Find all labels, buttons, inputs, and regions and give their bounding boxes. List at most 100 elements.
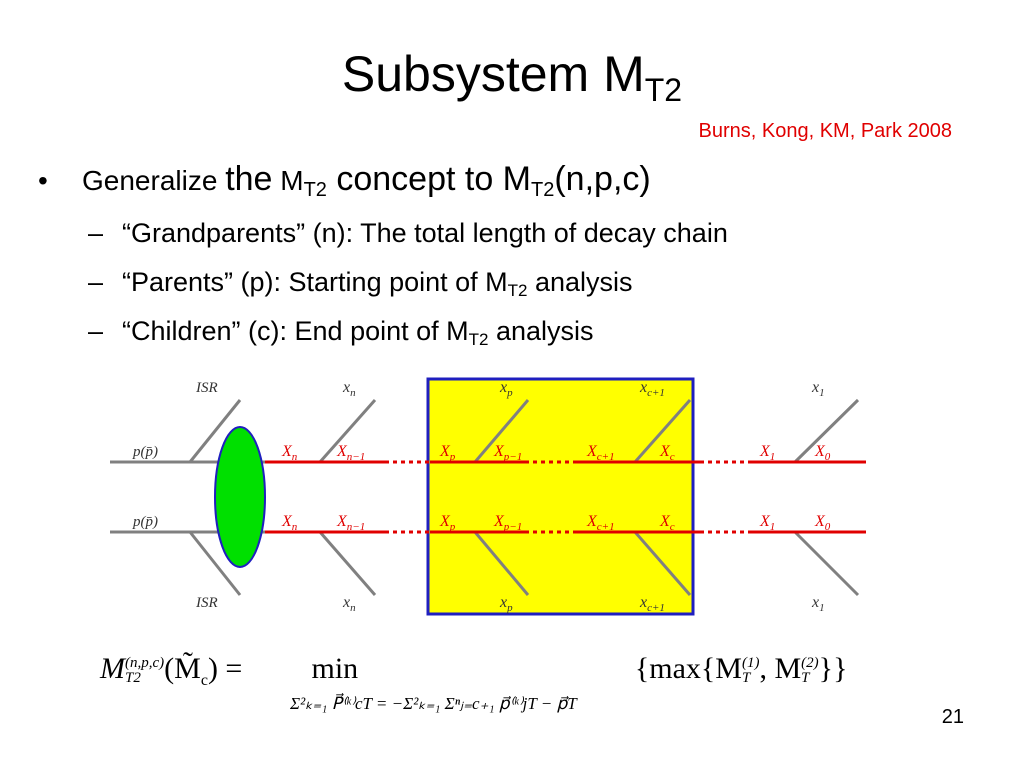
label-base: X	[659, 513, 671, 530]
subscript: T2	[507, 281, 528, 300]
diagram-label: Xp−1	[493, 513, 522, 533]
diagram-label: X1	[759, 513, 775, 533]
sub-bullet: – “Grandparents” (n): The total length of…	[88, 218, 728, 249]
subscript: c	[200, 672, 208, 689]
dash-marker: –	[88, 267, 104, 297]
label-base: X	[281, 443, 293, 460]
title-text: Subsystem M	[341, 46, 645, 102]
diagram-label: Xc	[659, 443, 675, 463]
label-base: X	[336, 513, 348, 530]
formula-text: , M	[759, 652, 802, 685]
isr-label: ISR	[195, 595, 218, 611]
diagram-label: X1	[759, 443, 775, 463]
text: “Children” (c): End point of M	[122, 316, 469, 346]
text: the	[225, 160, 273, 198]
label-subscript: c+1	[647, 602, 665, 614]
label-base: X	[439, 513, 451, 530]
label-subscript: p	[506, 387, 513, 399]
label-subscript: n−1	[347, 451, 365, 463]
incoming-label: p(p̄)	[132, 444, 158, 460]
label-base: x	[499, 594, 507, 611]
diagram-label: Xc	[659, 513, 675, 533]
text: analysis	[527, 267, 633, 297]
citation: Burns, Kong, KM, Park 2008	[698, 120, 952, 142]
label-subscript: c+1	[597, 521, 615, 533]
formula-operator: min	[311, 652, 359, 685]
incoming-label: p(p̄)	[132, 514, 158, 530]
label-subscript: n	[350, 387, 356, 399]
formula-text: ) =	[207, 652, 243, 685]
label-subscript: n	[350, 602, 356, 614]
subscript: T2	[303, 179, 327, 201]
subscript: T2	[468, 330, 489, 349]
diagram-label: Xn−1	[336, 513, 365, 533]
diagram-label: xc+1	[639, 594, 665, 614]
formula-text: (M̃	[164, 652, 201, 685]
formula-text: }}	[818, 652, 848, 685]
diagram-label: Xp	[439, 443, 456, 463]
diagram-label: xc+1	[639, 379, 665, 399]
dash-marker: –	[88, 218, 104, 248]
text: Generalize	[82, 165, 226, 196]
diagram-label: xn	[342, 379, 356, 399]
superscript: (2)	[801, 655, 819, 672]
label-base: X	[759, 443, 771, 460]
label-base: X	[493, 513, 505, 530]
subscript: T	[801, 670, 810, 687]
text: (n,p,c)	[554, 160, 651, 198]
label-base: x	[499, 379, 507, 396]
label-subscript: p−1	[503, 521, 522, 533]
sub-bullet: – “Children” (c): End point of MT2 analys…	[88, 316, 594, 350]
diagram-label: Xn	[281, 443, 298, 463]
diagram-label: Xc+1	[586, 443, 615, 463]
subscript: T	[741, 670, 751, 687]
label-base: X	[814, 513, 826, 530]
label-base: X	[586, 443, 598, 460]
sub-bullet: – “Parents” (p): Starting point of MT2 an…	[88, 267, 633, 301]
label-subscript: 1	[770, 521, 776, 533]
label-subscript: 1	[819, 387, 825, 399]
label-subscript: 1	[770, 451, 776, 463]
bullet-marker: •	[38, 165, 48, 196]
label-base: X	[336, 443, 348, 460]
diagram-label: x1	[811, 379, 825, 399]
label-subscript: p	[449, 451, 456, 463]
gray-lines	[110, 398, 860, 597]
label-base: x	[342, 594, 350, 611]
diagram-label: X0	[814, 443, 831, 463]
label-subscript: 0	[825, 451, 831, 463]
label-subscript: c+1	[597, 451, 615, 463]
diagram-label: xp	[499, 594, 513, 614]
text: “Parents” (p): Starting point of M	[122, 267, 508, 297]
label-subscript: c+1	[647, 387, 665, 399]
superscript: (1)	[741, 655, 760, 672]
formula-text: M	[100, 652, 125, 685]
diagram-label: X0	[814, 513, 831, 533]
label-base: X	[439, 443, 451, 460]
formula-constraint: Σ²ₖ₌₁ P⃗⁽ᵏ⁾cT = −Σ²ₖ₌₁ Σⁿⱼ₌c₊₁ p⃗⁽ᵏ⁾jT −…	[290, 694, 577, 713]
label-base: x	[342, 379, 350, 396]
label-subscript: n	[292, 451, 298, 463]
label-subscript: 1	[819, 602, 825, 614]
superscript: (n,p,c)	[125, 655, 165, 672]
text: analysis	[488, 316, 594, 346]
text: concept to M	[326, 160, 532, 198]
formula-text: {max{M	[634, 652, 742, 685]
diagram-label: Xp−1	[493, 443, 522, 463]
label-base: X	[281, 513, 293, 530]
label-subscript: p	[449, 521, 456, 533]
label-subscript: c	[670, 451, 675, 463]
label-base: x	[811, 379, 819, 396]
diagram-label: Xp	[439, 513, 456, 533]
bullet: • Generalize the MT2 concept to MT2(n,p,c…	[38, 160, 651, 202]
title-subscript: T2	[644, 72, 683, 108]
subscript: T2	[531, 179, 555, 201]
label-subscript: p	[506, 602, 513, 614]
slide-title: Subsystem MT2	[0, 45, 1024, 109]
label-base: X	[493, 443, 505, 460]
diagram-label: Xc+1	[586, 513, 615, 533]
diagram-label: Xn	[281, 513, 298, 533]
diagram-label: Xn−1	[336, 443, 365, 463]
label-subscript: c	[670, 521, 675, 533]
